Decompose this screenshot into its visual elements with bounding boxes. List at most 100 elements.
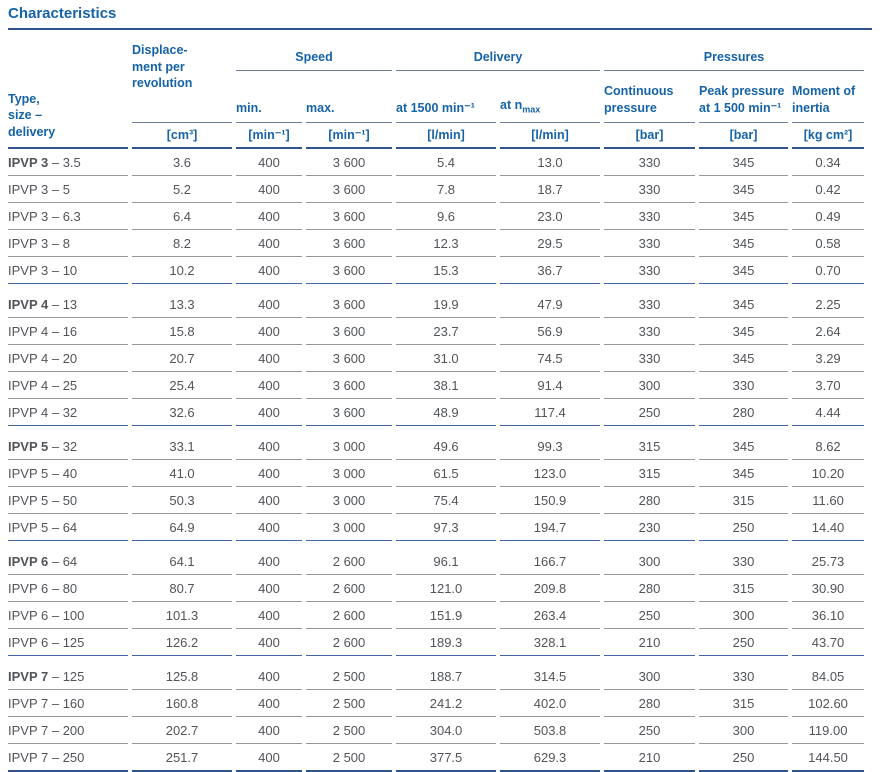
cell-continuous-pressure: 250	[604, 717, 696, 744]
cell-delivery-1500: 96.1	[396, 541, 497, 575]
cell-delivery-1500: 19.9	[396, 284, 497, 318]
cell-type: IPVP 4 – 25	[8, 372, 128, 399]
cell-delivery-1500: 31.0	[396, 345, 497, 372]
cell-moment-of-inertia: 43.70	[792, 629, 865, 656]
cell-delivery-1500: 61.5	[396, 460, 497, 487]
cell-peak-pressure: 280	[699, 399, 789, 426]
cell-type: IPVP 4 – 32	[8, 399, 128, 426]
cell-type: IPVP 5 – 40	[8, 460, 128, 487]
unit-continuous-pressure: [bar]	[604, 123, 696, 149]
cell-continuous-pressure: 330	[604, 318, 696, 345]
cell-continuous-pressure: 250	[604, 602, 696, 629]
cell-type: IPVP 3 – 5	[8, 176, 128, 203]
table-row: IPVP 6 – 80 80.7 400 2 600 121.0 209.8 2…	[8, 575, 865, 602]
table-row: IPVP 7 – 160 160.8 400 2 500 241.2 402.0…	[8, 690, 865, 717]
cell-delivery-nmax: 209.8	[500, 575, 601, 602]
cell-delivery-1500: 49.6	[396, 426, 497, 460]
cell-delivery-1500: 151.9	[396, 602, 497, 629]
cell-peak-pressure: 315	[699, 487, 789, 514]
cell-speed-min: 400	[236, 203, 302, 230]
cell-type: IPVP 5 – 50	[8, 487, 128, 514]
col-header-peak-pressure: Peak pressure at 1 500 min⁻¹	[699, 71, 789, 123]
table-row: IPVP 6 – 125 126.2 400 2 600 189.3 328.1…	[8, 629, 865, 656]
cell-delivery-1500: 9.6	[396, 203, 497, 230]
col-header-speed-min: min.	[236, 71, 302, 123]
cell-displacement: 202.7	[132, 717, 232, 744]
col-header-delivery-nmax: at nmax	[500, 71, 601, 123]
cell-delivery-nmax: 74.5	[500, 345, 601, 372]
cell-moment-of-inertia: 8.62	[792, 426, 865, 460]
cell-continuous-pressure: 315	[604, 460, 696, 487]
cell-peak-pressure: 250	[699, 744, 789, 772]
cell-delivery-1500: 75.4	[396, 487, 497, 514]
cell-delivery-nmax: 402.0	[500, 690, 601, 717]
cell-delivery-nmax: 56.9	[500, 318, 601, 345]
cell-displacement: 101.3	[132, 602, 232, 629]
cell-delivery-nmax: 503.8	[500, 717, 601, 744]
cell-peak-pressure: 345	[699, 203, 789, 230]
cell-displacement: 251.7	[132, 744, 232, 772]
cell-speed-max: 3 600	[306, 149, 393, 176]
cell-type: IPVP 7 – 160	[8, 690, 128, 717]
cell-type: IPVP 5 – 32	[8, 426, 128, 460]
cell-speed-min: 400	[236, 230, 302, 257]
cell-type: IPVP 3 – 10	[8, 257, 128, 284]
cell-speed-min: 400	[236, 656, 302, 690]
cell-peak-pressure: 300	[699, 717, 789, 744]
table-row: IPVP 6 – 64 64.1 400 2 600 96.1 166.7 30…	[8, 541, 865, 575]
cell-speed-max: 2 600	[306, 602, 393, 629]
cell-type: IPVP 5 – 64	[8, 514, 128, 541]
cell-continuous-pressure: 210	[604, 629, 696, 656]
col-header-moment-of-inertia: Moment of inertia	[792, 71, 865, 123]
cell-peak-pressure: 345	[699, 149, 789, 176]
cell-delivery-1500: 304.0	[396, 717, 497, 744]
cell-type: IPVP 6 – 64	[8, 541, 128, 575]
cell-speed-max: 3 600	[306, 203, 393, 230]
cell-speed-min: 400	[236, 629, 302, 656]
cell-speed-min: 400	[236, 514, 302, 541]
group-header-speed: Speed	[236, 39, 393, 71]
cell-moment-of-inertia: 36.10	[792, 602, 865, 629]
cell-moment-of-inertia: 11.60	[792, 487, 865, 514]
cell-speed-min: 400	[236, 372, 302, 399]
cell-peak-pressure: 345	[699, 460, 789, 487]
cell-delivery-nmax: 99.3	[500, 426, 601, 460]
cell-speed-max: 3 000	[306, 487, 393, 514]
cell-type: IPVP 3 – 6.3	[8, 203, 128, 230]
cell-speed-max: 3 600	[306, 399, 393, 426]
cell-moment-of-inertia: 2.25	[792, 284, 865, 318]
cell-displacement: 6.4	[132, 203, 232, 230]
cell-delivery-nmax: 91.4	[500, 372, 601, 399]
table-row: IPVP 3 – 5 5.2 400 3 600 7.8 18.7 330 34…	[8, 176, 865, 203]
col-header-delivery-1500: at 1500 min⁻¹	[396, 71, 497, 123]
cell-moment-of-inertia: 0.34	[792, 149, 865, 176]
cell-continuous-pressure: 315	[604, 426, 696, 460]
cell-moment-of-inertia: 0.49	[792, 203, 865, 230]
cell-speed-max: 3 600	[306, 372, 393, 399]
cell-speed-max: 2 600	[306, 541, 393, 575]
cell-displacement: 41.0	[132, 460, 232, 487]
cell-delivery-nmax: 23.0	[500, 203, 601, 230]
cell-peak-pressure: 250	[699, 514, 789, 541]
cell-type: IPVP 6 – 125	[8, 629, 128, 656]
cell-peak-pressure: 330	[699, 372, 789, 399]
cell-type: IPVP 3 – 3.5	[8, 149, 128, 176]
cell-type: IPVP 6 – 100	[8, 602, 128, 629]
cell-speed-min: 400	[236, 460, 302, 487]
cell-displacement: 20.7	[132, 345, 232, 372]
cell-speed-max: 2 500	[306, 656, 393, 690]
characteristics-table: Type, size – delivery Displace- ment per…	[4, 39, 868, 772]
table-row: IPVP 3 – 3.5 3.6 400 3 600 5.4 13.0 330 …	[8, 149, 865, 176]
cell-speed-max: 3 000	[306, 514, 393, 541]
cell-displacement: 80.7	[132, 575, 232, 602]
cell-speed-min: 400	[236, 541, 302, 575]
cell-type: IPVP 7 – 200	[8, 717, 128, 744]
cell-delivery-nmax: 629.3	[500, 744, 601, 772]
cell-peak-pressure: 300	[699, 602, 789, 629]
cell-speed-min: 400	[236, 744, 302, 772]
table-row: IPVP 4 – 13 13.3 400 3 600 19.9 47.9 330…	[8, 284, 865, 318]
cell-delivery-nmax: 314.5	[500, 656, 601, 690]
cell-speed-min: 400	[236, 257, 302, 284]
cell-type: IPVP 4 – 13	[8, 284, 128, 318]
cell-peak-pressure: 315	[699, 690, 789, 717]
